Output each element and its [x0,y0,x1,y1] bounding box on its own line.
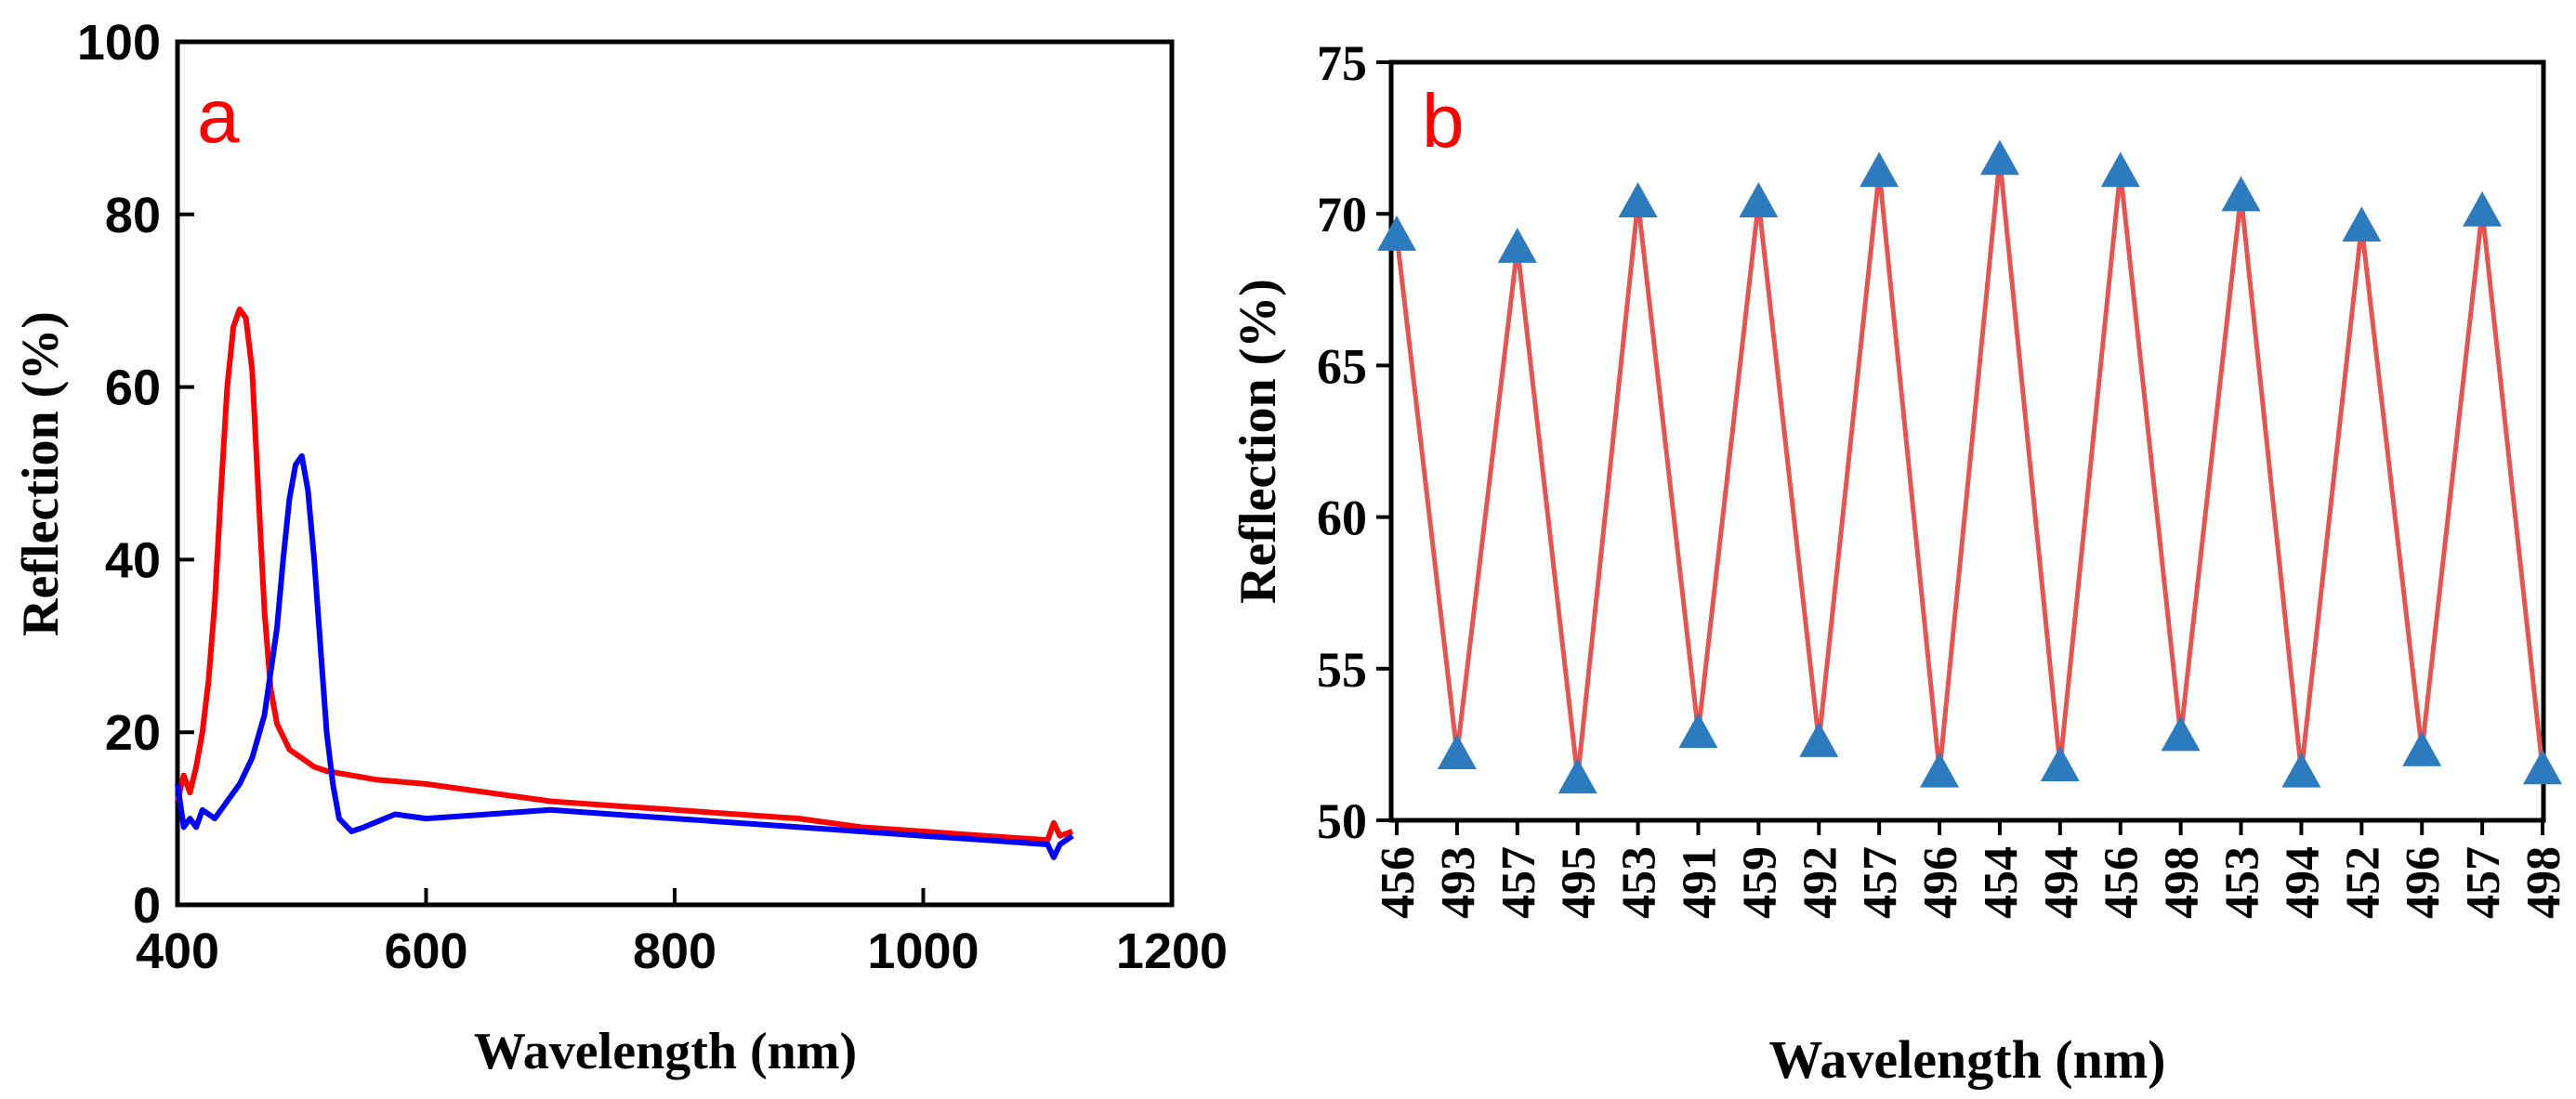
panel-a-x-tick-label: 1200 [1116,923,1228,979]
panel-a-chart: 400 600 800 1000 1200 0 20 40 60 80 100 a Waveleng… [12,15,1228,1080]
panel-a-x-tick-label: 1000 [867,923,979,979]
panel-b-x-tick-label: 453 [2216,846,2269,919]
panel-b-x-tick-label: 452 [2336,846,2389,919]
panel-b-x-tick-label: 494 [2276,846,2329,919]
panel-a-x-tick-label: 800 [633,923,716,979]
panel-a-y-tick-label: 80 [105,188,161,243]
panel-b-data-point [1557,758,1597,794]
panel-b-x-tick-label: 457 [1492,846,1545,919]
panel-b-data-point [2040,746,2080,782]
panel-b-series [1377,139,2562,794]
panel-b-series-line [1394,159,2545,778]
panel-b-plot-frame [1388,59,2546,823]
panel-b-data-point [2402,730,2442,766]
panel-a-ticks: 400 600 800 1000 1200 0 20 40 60 80 100 [77,15,1228,979]
panel-a-series-line-2 [175,452,1074,860]
panel-a-label: a [197,74,240,159]
panel-b-data-point [1799,722,1839,757]
panel-b-y-tick-label: 60 [1317,491,1367,546]
panel-b-data-point [1618,182,1658,217]
panel-a-y-tick-label: 100 [77,15,161,71]
panel-a-x-tick-label: 600 [384,923,467,979]
panel-b-x-tick-label: 454 [1975,846,2028,919]
panel-b-data-point [1497,228,1537,263]
panel-b-x-tick-label: 456 [1372,846,1425,919]
panel-b-data-point [2281,752,2321,788]
panel-b-label: b [1422,79,1465,164]
panel-b-x-tick-label: 498 [2517,846,2570,919]
panel-b-data-point [2342,206,2382,242]
panel-b-x-tick-label: 457 [1854,846,1907,919]
panel-b-data-point [2221,176,2261,212]
panel-b-y-axis-label: Reflection (%) [1229,279,1287,604]
panel-b-data-point [1920,752,1960,788]
panel-b-data-point [2161,715,2201,752]
panel-b-x-tick-label: 496 [1914,846,1967,919]
panel-b-x-tick-label: 491 [1673,846,1726,919]
panel-b-y-tick-label: 65 [1317,338,1367,394]
panel-a-x-tick-label: 400 [136,923,219,979]
panel-b-data-point [1678,713,1718,749]
panel-a-y-tick-label: 40 [105,532,161,588]
panel-a-y-tick-label: 20 [105,705,161,761]
panel-b-x-tick-label: 457 [2457,846,2510,919]
panel-b-y-tick-label: 55 [1317,642,1367,698]
panel-b-x-tick-label: 453 [1613,846,1666,919]
panel-b-x-tick-label: 495 [1553,846,1606,919]
panel-a-series-line-1 [175,307,1073,844]
panel-a-y-tick-label: 60 [105,360,161,416]
panel-b-y-tick-label: 50 [1317,793,1367,849]
panel-b-x-tick-label: 493 [1432,846,1485,919]
panel-b-x-tick-label: 456 [2096,846,2149,919]
panel-b-x-tick-label: 496 [2397,846,2450,919]
panel-b-y-tick-label: 75 [1317,35,1367,91]
panel-b-y-tick-label: 70 [1317,187,1367,242]
panel-a-plot-frame [175,39,1175,908]
panel-b-x-tick-label: 459 [1733,846,1786,919]
panel-b-data-point [1377,216,1416,251]
panel-b-data-point [1979,139,2019,176]
panel-a-y-axis-label: Reflection (%) [12,311,70,636]
panel-b-x-tick-label: 498 [2156,846,2209,919]
panel-b-data-point [1739,182,1779,217]
panel-a-y-tick-label: 0 [133,878,161,934]
panel-b-data-point [1860,151,1899,188]
panel-b-data-point [1437,734,1477,769]
panel-b-data-point [2523,749,2562,785]
panel-b-x-tick-label: 494 [2035,846,2088,919]
panel-b-x-axis-label: Wavelength (nm) [1769,1029,2166,1090]
panel-b-data-point [2463,190,2503,227]
panel-a-x-axis-label: Wavelength (nm) [474,1023,857,1080]
panel-b-x-tick-label: 492 [1794,846,1847,919]
panel-b-data-point [2100,151,2140,188]
panel-a-series [175,307,1074,860]
